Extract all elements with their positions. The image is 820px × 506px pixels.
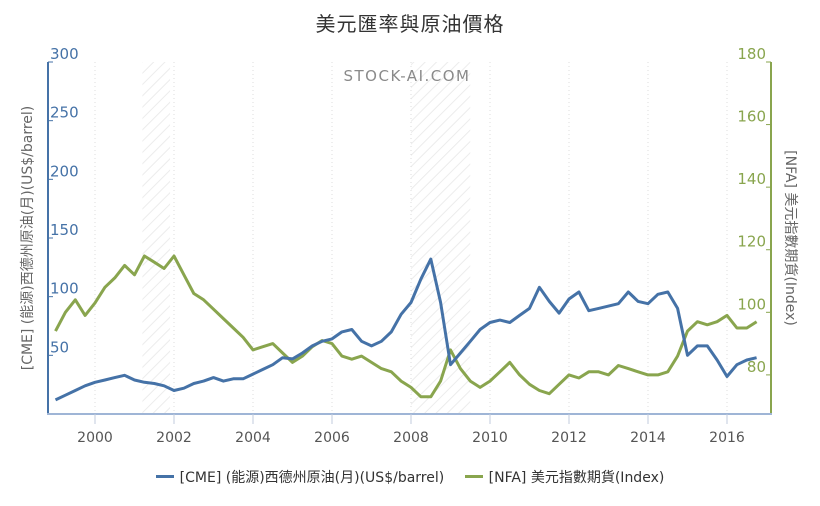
left-tick-label: 250	[50, 104, 79, 122]
left-tick-label: 200	[50, 162, 79, 180]
right-axis-ticks: 180 160 140 120 100 80	[737, 45, 771, 376]
right-axis-title: [NFA] 美元指數期貨(Index)	[782, 150, 799, 326]
recession-band	[411, 62, 471, 414]
legend: [CME] (能源)西德州原油(月)(US$/barrel) [NFA] 美元指…	[0, 466, 820, 487]
x-tick-label: 2016	[709, 430, 745, 446]
usd-index-series-line[interactable]	[54, 254, 758, 399]
legend-item-oil[interactable]: [CME] (能源)西德州原油(月)(US$/barrel)	[155, 467, 445, 487]
legend-label-oil: [CME] (能源)西德州原油(月)(US$/barrel)	[179, 469, 445, 486]
left-tick-label: 100	[50, 280, 79, 298]
grid-lines	[94, 62, 728, 414]
left-axis-ticks: 300 250 200 150 100 50	[48, 45, 79, 356]
recession-band	[142, 62, 171, 414]
left-tick-label: 300	[50, 45, 79, 63]
x-tick-label: 2008	[393, 430, 429, 446]
left-tick-label: 150	[50, 221, 79, 239]
x-tick-label: 2000	[77, 430, 113, 446]
chart-title: 美元匯率與原油價格	[315, 12, 505, 36]
legend-swatch-oil	[155, 475, 174, 478]
right-tick-label: 180	[737, 45, 766, 63]
left-axis-title: [CME] (能源)西德州原油(月)(US$/barrel)	[20, 106, 36, 371]
right-tick-label: 160	[737, 108, 766, 126]
right-tick-label: 80	[747, 358, 766, 376]
series-group	[54, 254, 758, 402]
recession-bands	[142, 62, 471, 414]
x-axis-ticks: 2000 2002 2004 2006 2008 2010 2012 2014 2016	[77, 414, 745, 446]
x-tick-label: 2014	[630, 430, 666, 446]
watermark: STOCK-AI.COM	[344, 67, 471, 85]
left-tick-label: 50	[50, 338, 69, 356]
legend-label-usd: [NFA] 美元指數期貨(Index)	[488, 469, 665, 486]
x-tick-label: 2002	[156, 430, 192, 446]
legend-item-usd[interactable]: [NFA] 美元指數期貨(Index)	[464, 467, 665, 487]
x-tick-label: 2006	[314, 430, 350, 446]
right-tick-label: 140	[737, 170, 766, 188]
x-tick-label: 2012	[551, 430, 587, 446]
right-tick-label: 100	[737, 295, 766, 313]
x-tick-label: 2004	[235, 430, 271, 446]
legend-swatch-usd	[464, 475, 483, 478]
x-tick-label: 2010	[472, 430, 508, 446]
right-tick-label: 120	[737, 233, 766, 251]
oil-series-line[interactable]	[54, 257, 757, 402]
